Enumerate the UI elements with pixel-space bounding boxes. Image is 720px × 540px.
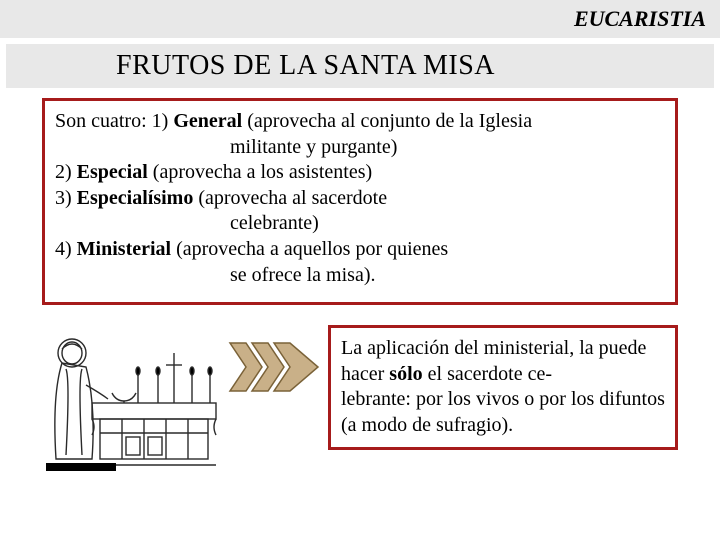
item-term: Especialísimo <box>77 187 194 209</box>
priest-altar-illustration <box>42 325 220 473</box>
item-rest: (aprovecha al conjunto de la Iglesia <box>242 110 532 132</box>
item-number: 3) <box>55 187 77 209</box>
item-term: Ministerial <box>77 238 171 260</box>
item-line: 4) Ministerial (aprovecha a aquellos por… <box>55 237 665 263</box>
item-number: 4) <box>55 238 77 260</box>
item-continuation: se ofrece la misa). <box>55 263 665 289</box>
header-label: EUCARISTIA <box>574 6 706 32</box>
item-line: 2) Especial (aprovecha a los asistentes) <box>55 160 665 186</box>
item-continuation: celebrante) <box>55 211 665 237</box>
item-number: 1) <box>152 110 174 132</box>
item-rest: (aprovecha al sacerdote <box>193 187 387 209</box>
title-bar: FRUTOS DE LA SANTA MISA <box>6 44 714 88</box>
item-number: 2) <box>55 161 77 183</box>
title-text: FRUTOS DE LA SANTA MISA <box>116 50 495 82</box>
chevron-arrow-icon <box>228 325 320 398</box>
items-list: 1) General (aprovecha al conjunto de la … <box>55 110 665 288</box>
bottom-row: La aplicación del ministerial, la puede … <box>42 325 678 473</box>
intro-text: Son cuatro: <box>55 110 152 132</box>
main-content-box: Son cuatro: 1) General (aprovecha al con… <box>42 98 678 305</box>
item-rest: (aprovecha a los asistentes) <box>148 161 372 183</box>
item-continuation: militante y purgante) <box>55 135 665 161</box>
emphasis-text: sólo <box>389 363 422 385</box>
header-bar: EUCARISTIA <box>0 0 720 38</box>
item-term: Especial <box>77 161 148 183</box>
item-rest: (aprovecha a aquellos por quienes <box>171 238 448 260</box>
item-line: 3) Especialísimo (aprovecha al sacerdote <box>55 186 665 212</box>
item-term: General <box>173 110 242 132</box>
secondary-content-box: La aplicación del ministerial, la puede … <box>328 325 678 449</box>
